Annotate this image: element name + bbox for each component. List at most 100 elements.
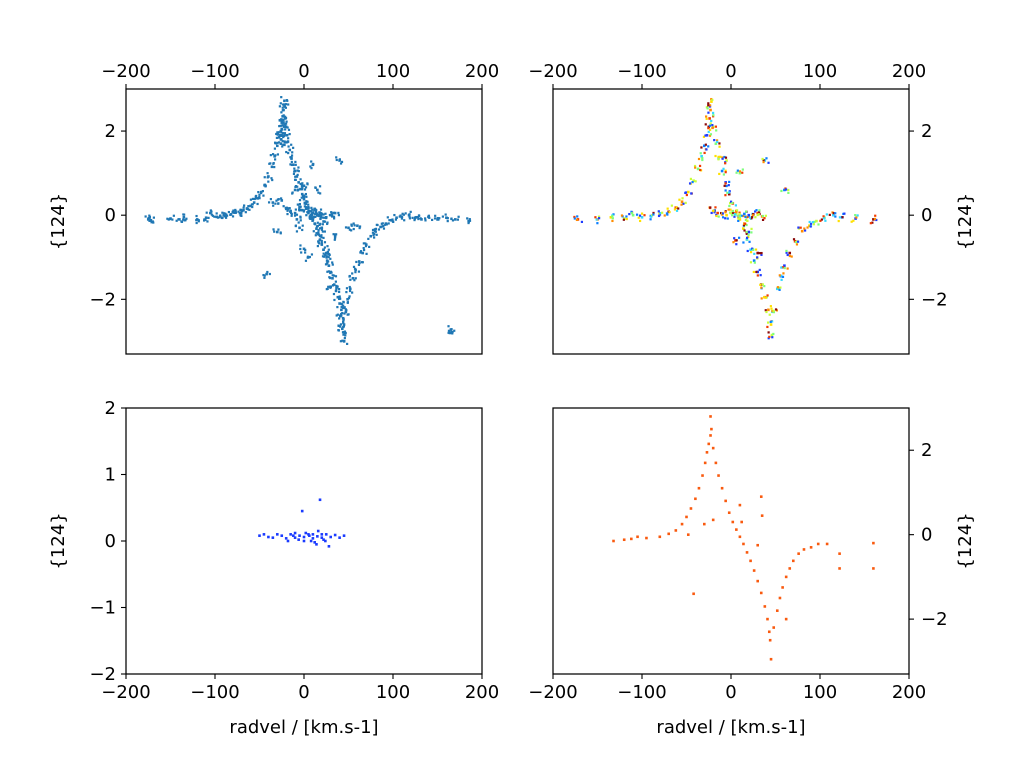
scatter-point: [299, 205, 302, 208]
scatter-point: [781, 586, 784, 589]
scatter-point: [325, 262, 329, 265]
scatter-point: [755, 209, 758, 212]
scatter-point: [763, 605, 767, 608]
scatter-point: [451, 331, 454, 334]
scatter-point: [316, 535, 319, 538]
scatter-point: [744, 210, 748, 213]
scatter-point: [290, 160, 293, 164]
scatter-point: [372, 234, 375, 237]
scatter-point: [327, 545, 331, 548]
x-tick-label: −100: [190, 61, 239, 82]
scatter-point: [320, 212, 323, 215]
scatter-point: [738, 211, 741, 214]
scatter-point: [742, 214, 745, 218]
scatter-point: [287, 207, 290, 210]
scatter-point: [299, 182, 302, 186]
scatter-point: [290, 143, 293, 146]
scatter-point: [342, 330, 345, 334]
scatter-point: [258, 193, 261, 196]
scatter-point: [374, 230, 377, 233]
scatter-point: [296, 203, 299, 206]
scatter-point: [359, 251, 362, 254]
scatter-point: [293, 211, 297, 215]
scatter-point: [294, 224, 297, 227]
scatter-point: [735, 211, 738, 214]
scatter-point: [312, 230, 315, 233]
scatter-point: [300, 185, 304, 188]
scatter-point: [763, 217, 766, 220]
scatter-point: [340, 303, 344, 306]
scatter-point: [745, 230, 748, 234]
scatter-point: [837, 219, 840, 223]
scatter-point: [450, 217, 453, 221]
scatter-point: [697, 486, 701, 490]
scatter-point: [415, 215, 418, 219]
scatter-point: [207, 216, 210, 219]
y-tick-label: 0: [105, 531, 116, 552]
scatter-point: [700, 146, 703, 149]
scatter-point: [718, 172, 721, 176]
scatter-point: [852, 219, 855, 222]
scatter-point: [308, 534, 311, 537]
scatter-point: [766, 294, 769, 297]
scatter-point: [339, 325, 342, 328]
scatter-point: [753, 261, 756, 264]
scatter-point: [708, 117, 711, 120]
scatter-point: [715, 139, 719, 142]
scatter-point: [784, 188, 788, 191]
scatter-point: [300, 509, 304, 513]
scatter-point: [275, 132, 278, 136]
scatter-point: [324, 253, 327, 257]
scatter-point: [467, 220, 470, 223]
scatter-point: [747, 230, 751, 234]
scatter-point: [711, 124, 714, 127]
scatter-point: [242, 208, 245, 212]
scatter-point: [735, 209, 739, 212]
scatter-point: [337, 329, 340, 332]
scatter-point: [333, 237, 337, 240]
scatter-point: [724, 217, 727, 220]
scatter-point: [825, 542, 829, 546]
scatter-point: [344, 310, 348, 314]
scatter-point: [697, 157, 701, 161]
scatter-point: [218, 216, 221, 219]
scatter-point: [321, 223, 324, 226]
scatter-point: [322, 216, 325, 219]
scatter-point: [259, 191, 263, 195]
scatter-point: [424, 219, 427, 222]
scatter-point: [305, 195, 308, 198]
scatter-point: [294, 163, 297, 166]
scatter-point: [784, 617, 788, 621]
scatter-point: [703, 144, 706, 148]
scatter-point: [787, 188, 790, 192]
scatter-point: [738, 212, 741, 216]
scatter-point: [320, 243, 324, 246]
scatter-point: [276, 153, 280, 156]
scatter-point: [872, 218, 875, 221]
scatter-point: [269, 197, 272, 201]
scatter-point: [227, 210, 230, 214]
scatter-point: [354, 277, 357, 280]
scatter-point: [279, 102, 282, 105]
scatter-point: [333, 211, 337, 215]
scatter-point: [637, 216, 640, 219]
scatter-point: [707, 125, 711, 129]
scatter-point: [231, 215, 235, 218]
scatter-point: [310, 213, 314, 216]
scatter-point: [817, 223, 820, 226]
scatter-point: [395, 216, 398, 220]
scatter-point: [348, 295, 351, 298]
scatter-point: [348, 285, 351, 289]
scatter-point: [780, 278, 783, 281]
scatter-point: [344, 334, 347, 337]
scatter-point: [293, 188, 297, 192]
scatter-point: [309, 214, 312, 218]
scatter-point: [318, 235, 322, 238]
scatter-point: [294, 208, 297, 211]
scatter-point: [302, 184, 306, 188]
scatter-point: [306, 211, 309, 214]
scatter-point: [166, 217, 169, 220]
scatter-point: [320, 228, 324, 231]
scatter-point: [436, 216, 439, 220]
scatter-point: [710, 427, 713, 431]
